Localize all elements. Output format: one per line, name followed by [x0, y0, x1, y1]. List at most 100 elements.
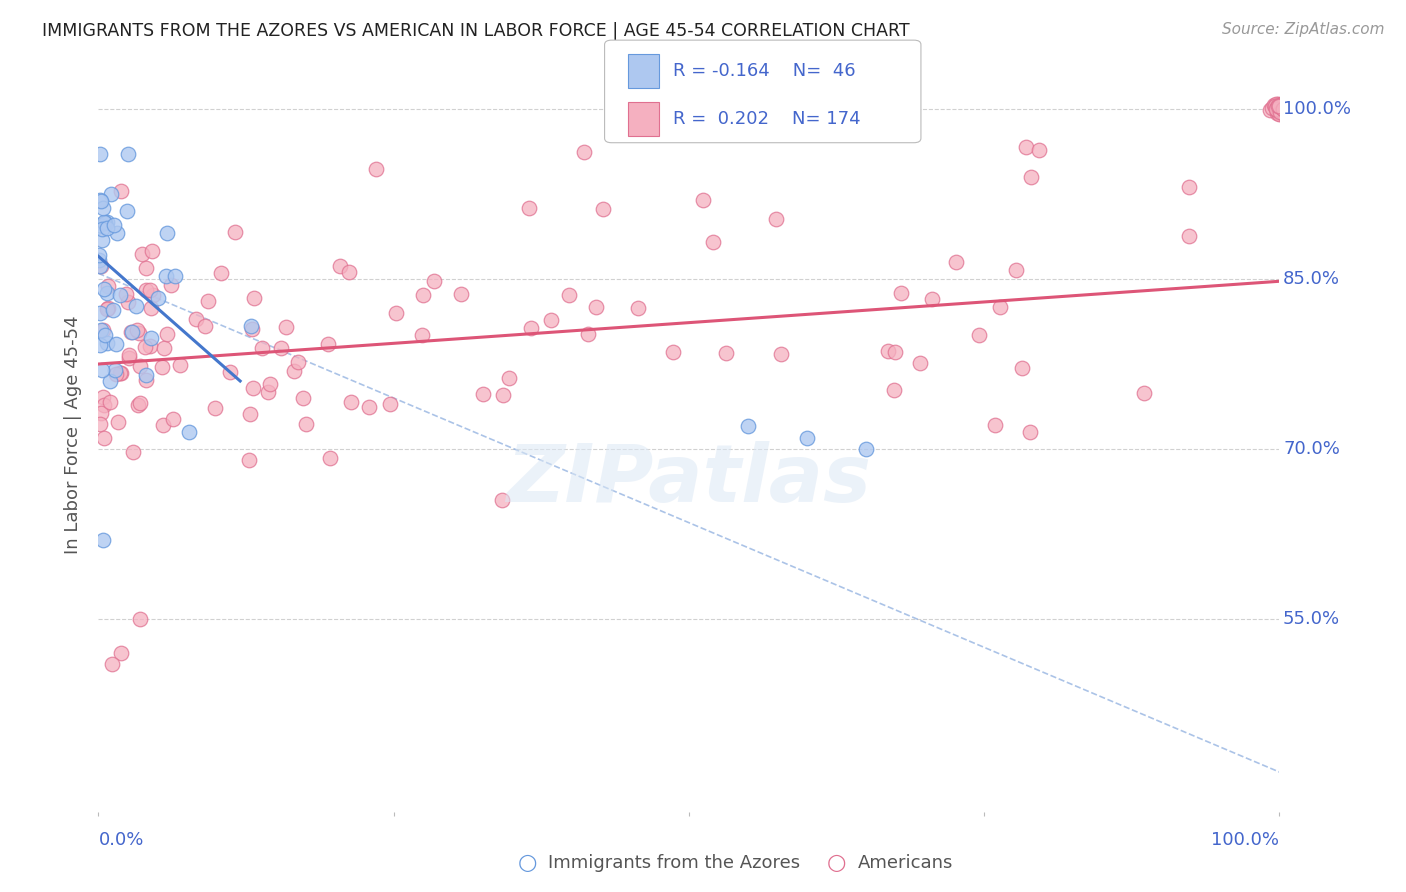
Point [412, 288, 434, 302]
Point [224, 225, 246, 239]
Point [1264, 97, 1286, 112]
Point [179, 425, 201, 439]
Point [118, 351, 141, 365]
Text: R = -0.164    N=  46: R = -0.164 N= 46 [673, 62, 856, 80]
Point [96, 286, 118, 301]
Point [472, 387, 495, 401]
Point [139, 338, 162, 352]
Point [135, 260, 157, 275]
Point [89, 260, 111, 274]
Text: 100.0%: 100.0% [1284, 100, 1351, 118]
Point [340, 395, 363, 409]
Point [91, 201, 114, 215]
Point [967, 327, 990, 342]
Point [1271, 98, 1294, 112]
Point [90, 260, 112, 274]
Point [238, 453, 260, 467]
Point [411, 327, 433, 342]
Text: Immigrants from the Azores: Immigrants from the Azores [548, 855, 800, 872]
Point [921, 292, 943, 306]
Point [90, 363, 112, 377]
Point [1263, 98, 1285, 112]
Point [242, 292, 264, 306]
Point [240, 318, 263, 333]
Text: 70.0%: 70.0% [1284, 440, 1340, 458]
Point [93, 215, 115, 229]
Point [1015, 140, 1038, 154]
Point [292, 392, 315, 406]
Point [1265, 105, 1288, 120]
Point [1267, 98, 1289, 112]
Point [1268, 99, 1291, 113]
Point [141, 244, 163, 259]
Point [662, 344, 685, 359]
Point [1268, 100, 1291, 114]
Point [283, 364, 305, 378]
Point [1267, 100, 1289, 114]
Point [139, 301, 162, 315]
Point [96, 220, 118, 235]
Point [1270, 102, 1292, 116]
Point [94, 216, 117, 230]
Point [1265, 100, 1288, 114]
Text: 100.0%: 100.0% [1212, 830, 1279, 848]
Text: IMMIGRANTS FROM THE AZORES VS AMERICAN IN LABOR FORCE | AGE 45-54 CORRELATION CH: IMMIGRANTS FROM THE AZORES VS AMERICAN I… [42, 22, 910, 40]
Point [1267, 104, 1289, 119]
Point [1267, 104, 1289, 119]
Point [194, 319, 217, 334]
Point [250, 341, 273, 355]
Point [1028, 143, 1050, 157]
Point [125, 299, 148, 313]
Point [1272, 100, 1295, 114]
Point [104, 363, 127, 377]
Point [134, 341, 156, 355]
Point [108, 366, 131, 380]
Point [117, 147, 139, 161]
Point [1271, 98, 1294, 112]
Point [219, 366, 242, 380]
Point [160, 278, 183, 293]
Point [796, 431, 818, 445]
Point [337, 265, 360, 279]
Point [101, 303, 124, 318]
Point [1267, 99, 1289, 113]
Point [240, 321, 263, 335]
Point [491, 388, 513, 402]
Point [1267, 98, 1289, 112]
Point [520, 321, 543, 335]
Point [1274, 103, 1296, 117]
Point [877, 344, 900, 359]
Point [329, 259, 352, 273]
Point [104, 368, 127, 382]
Point [93, 282, 115, 296]
Point [110, 646, 132, 660]
Point [155, 268, 177, 283]
Point [100, 186, 122, 201]
Point [737, 419, 759, 434]
Point [1268, 106, 1291, 120]
Point [378, 397, 401, 411]
Point [96, 302, 118, 317]
Point [498, 371, 520, 385]
Text: Americans: Americans [858, 855, 953, 872]
Point [1133, 385, 1156, 400]
Point [319, 450, 342, 465]
Point [1271, 103, 1294, 117]
Point [1272, 105, 1295, 120]
Point [883, 383, 905, 397]
Point [93, 431, 115, 445]
Point [270, 341, 292, 355]
Point [135, 283, 157, 297]
Point [1177, 180, 1199, 194]
Point [1271, 104, 1294, 119]
Point [128, 326, 150, 341]
Point [98, 374, 121, 388]
Text: ○: ○ [827, 854, 846, 873]
Point [152, 418, 174, 433]
Point [90, 323, 112, 337]
Point [1011, 360, 1033, 375]
Point [96, 335, 118, 350]
Point [294, 417, 316, 431]
Point [1258, 103, 1281, 117]
Point [1267, 106, 1289, 120]
